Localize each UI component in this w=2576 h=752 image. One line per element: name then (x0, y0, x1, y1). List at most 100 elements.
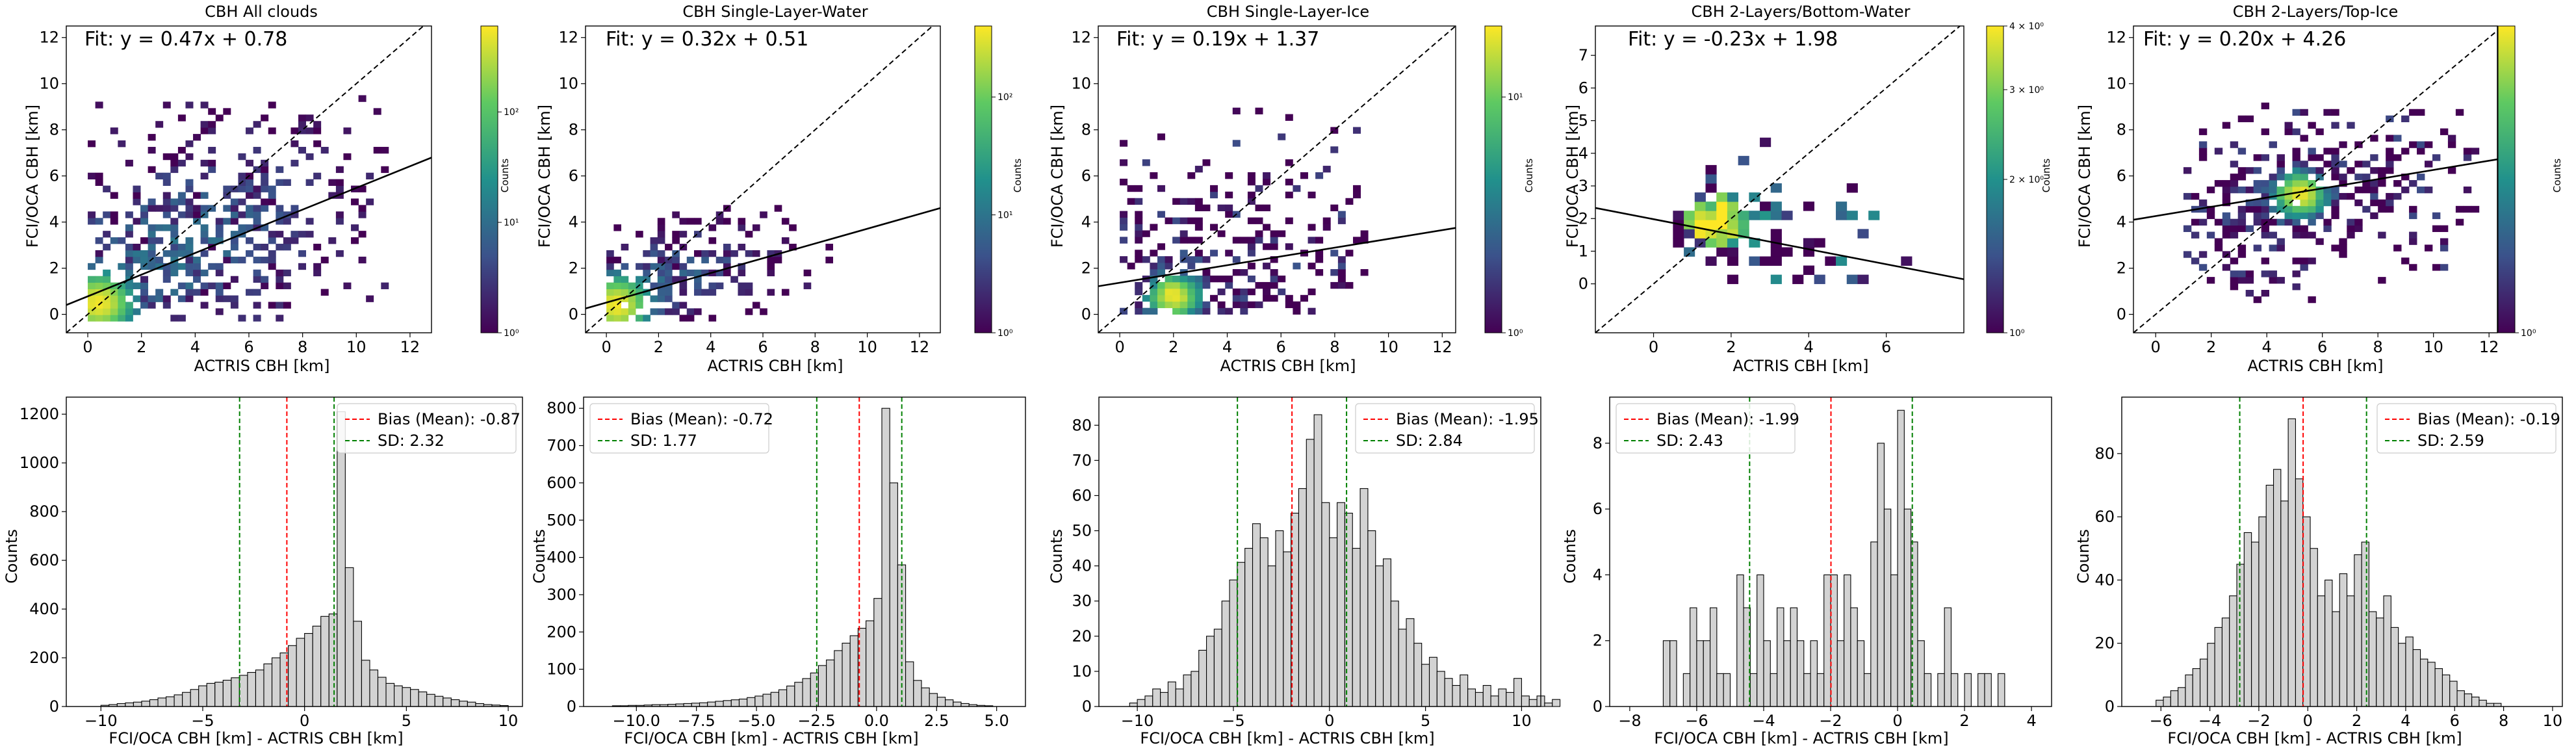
heatmap-cell (2261, 192, 2270, 200)
heatmap-cell (1247, 178, 1256, 186)
heatmap-cell (657, 276, 665, 283)
heatmap-cell (88, 211, 96, 218)
histogram-bar (818, 665, 827, 707)
y-tick-label: 0 (2117, 305, 2126, 324)
heatmap-cell (621, 308, 629, 315)
heatmap-cell (2440, 244, 2449, 252)
heatmap-cell (636, 315, 643, 322)
heatmap-cell (125, 244, 133, 251)
y-tick-label: 4 (569, 213, 578, 231)
heatmap-cell (1705, 164, 1717, 175)
x-tick-label: 8 (810, 338, 820, 356)
heatmap-cell (1165, 217, 1173, 224)
y-tick-label: 10 (2106, 75, 2126, 93)
plot-frame (1098, 25, 1456, 333)
y-axis-label: FCI/OCA CBH [km] (1564, 105, 1582, 248)
heatmap-cell (1187, 307, 1196, 315)
heatmap-cell (2308, 296, 2316, 304)
histogram-bar (418, 691, 428, 707)
heatmap-cell (1247, 301, 1256, 309)
histogram-bar (247, 671, 257, 707)
heatmap-cell (193, 276, 201, 283)
x-tick-label: 10 (857, 338, 877, 356)
heatmap-cell (2315, 187, 2324, 194)
heatmap-cell (2300, 109, 2308, 116)
heatmap-cell (1330, 250, 1339, 257)
heatmap-cell (2230, 180, 2239, 187)
heatmap-cell (95, 101, 103, 109)
heatmap-cell (2284, 205, 2293, 213)
heatmap-cell (2315, 199, 2324, 207)
histogram-bar (754, 695, 764, 707)
heatmap-cell (1187, 294, 1196, 302)
heatmap-cell (1179, 301, 1188, 309)
heatmap-cell (208, 205, 216, 212)
heatmap-cell (290, 205, 299, 212)
heatmap-cell (2339, 141, 2347, 148)
heatmap-cell (276, 276, 284, 283)
heatmap-cell (283, 211, 291, 218)
heatmap-cell (2230, 225, 2239, 232)
heatmap-cell (177, 250, 186, 257)
heatmap-cell (328, 192, 337, 199)
heatmap-cell (2323, 225, 2332, 232)
heatmap-cell (2331, 212, 2339, 220)
heatmap-cell (351, 237, 359, 244)
heatmap-cell (2308, 231, 2316, 239)
heatmap-cell (1738, 211, 1749, 220)
histogram-bar (1144, 695, 1153, 707)
heatmap-cell (650, 263, 658, 270)
heatmap-cell (1187, 237, 1196, 244)
histogram-bar (1662, 640, 1671, 707)
heatmap-cell (1285, 301, 1293, 309)
heatmap-cell (1716, 220, 1728, 229)
heatmap-cell (88, 218, 96, 225)
heatmap-cell (1172, 281, 1181, 289)
heatmap-cell (140, 256, 149, 264)
histogram-bar (1421, 664, 1430, 707)
heatmap-cell (1232, 107, 1241, 114)
heatmap-cell (1210, 250, 1218, 257)
x-tick-label: 0 (1114, 338, 1124, 356)
histogram-bar (1810, 640, 1818, 707)
y-tick-label: 0 (567, 697, 576, 716)
heatmap-cell (2237, 212, 2247, 220)
colorbar-label: Counts (499, 159, 511, 193)
heatmap-cell (752, 224, 760, 231)
heatmap-cell (1247, 172, 1256, 179)
heatmap-cell (2432, 154, 2441, 161)
histogram-bar (1937, 673, 1945, 707)
heatmap-cell (1330, 127, 1339, 134)
heatmap-cell (215, 224, 224, 231)
heatmap-cell (1322, 224, 1331, 231)
heatmap-cell (738, 282, 746, 289)
heatmap-cell (2463, 148, 2472, 155)
heatmap-cell (2354, 141, 2363, 148)
heatmap-cell (2230, 231, 2239, 239)
heatmap-cell (2222, 187, 2231, 194)
y-tick-label: 100 (547, 660, 576, 679)
x-tick-label: 4 (1804, 338, 1814, 356)
heatmap-cell (2269, 277, 2277, 284)
heatmap-cell (193, 289, 201, 296)
heatmap-cell (1727, 220, 1739, 229)
y-tick-label: 6 (569, 167, 578, 185)
histogram-bar (353, 621, 362, 707)
histogram-bar (1984, 673, 1992, 707)
heatmap-cell (1353, 127, 1361, 134)
heatmap-cell (1217, 288, 1226, 296)
heatmap-cell (2261, 225, 2270, 232)
heatmap-cell (313, 121, 322, 128)
heatmap-cell (268, 302, 276, 309)
heatmap-cell (636, 289, 643, 296)
histogram-bar (1490, 695, 1499, 707)
heatmap-cell (1694, 229, 1706, 239)
x-tick-label: −4 (1752, 712, 1775, 730)
y-axis-label: Counts (2074, 529, 2093, 584)
heatmap-cell (148, 244, 156, 251)
heatmap-cell (2206, 187, 2215, 194)
histogram-bar (1406, 618, 1415, 707)
histogram-bar (1359, 488, 1369, 707)
heatmap-cell (745, 308, 753, 315)
